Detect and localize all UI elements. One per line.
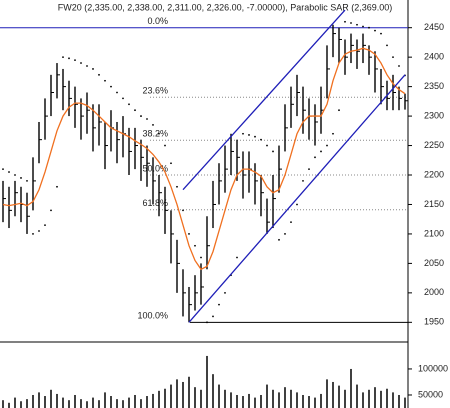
sar-dot — [218, 303, 220, 306]
sar-dot — [356, 23, 358, 26]
sar-dot — [152, 124, 154, 126]
sar-dot — [362, 25, 364, 28]
fib-label: 23.6% — [142, 86, 168, 96]
sar-dot — [134, 109, 136, 112]
sar-dot — [266, 144, 268, 147]
sar-dot — [302, 180, 304, 182]
sar-dot — [80, 62, 82, 64]
sar-dot — [398, 65, 400, 67]
sar-dot — [290, 221, 292, 224]
sar-dot — [368, 26, 370, 29]
y-tick-label: 2300 — [424, 110, 444, 120]
sar-dot — [74, 59, 76, 62]
y-tick-label: 2400 — [424, 52, 444, 62]
sar-dot — [164, 144, 166, 147]
sar-dot — [374, 29, 376, 32]
sar-dot — [350, 22, 352, 24]
sar-dot — [212, 315, 214, 318]
sar-dot — [176, 185, 178, 188]
sar-dot — [278, 238, 280, 241]
sar-dot — [194, 244, 196, 247]
sar-dot — [338, 109, 340, 112]
sar-dot — [2, 168, 4, 171]
sar-dot — [308, 168, 310, 171]
sar-dot — [314, 156, 316, 159]
sar-dot — [296, 203, 298, 206]
sar-dot — [236, 256, 238, 259]
sar-dot — [14, 174, 16, 176]
sar-dot — [392, 56, 394, 59]
sar-dot — [86, 65, 88, 67]
sar-dot — [38, 230, 40, 232]
sar-dot — [44, 224, 46, 226]
y-tick-label: 2450 — [424, 22, 444, 32]
chart-title: FW20 (2,335.00, 2,338.00, 2,311.00, 2,32… — [58, 2, 393, 12]
sar-dot — [110, 85, 112, 88]
sar-dot — [344, 20, 346, 23]
sar-dot — [98, 73, 100, 76]
sar-dot — [128, 103, 130, 106]
sar-dot — [62, 56, 64, 59]
sar-dot — [188, 233, 190, 235]
y-tick-label: 1950 — [424, 317, 444, 327]
sar-dot — [326, 144, 328, 147]
y-tick-label: 2150 — [424, 199, 444, 209]
volume-tick-label: 100000 — [418, 363, 448, 373]
sar-dot — [122, 97, 124, 100]
sar-dot — [50, 209, 52, 212]
sar-dot — [146, 118, 148, 120]
sar-dot — [32, 233, 34, 235]
sar-dot — [68, 57, 70, 60]
sar-dot — [158, 132, 160, 135]
fib-label: 100.0% — [137, 311, 168, 321]
sar-dot — [56, 185, 58, 188]
sar-dot — [140, 115, 142, 117]
sar-dot — [104, 79, 106, 82]
fib-label: 0.0% — [147, 16, 168, 26]
sar-dot — [242, 132, 244, 135]
y-tick-label: 2000 — [424, 287, 444, 297]
sar-dot — [200, 256, 202, 259]
sar-dot — [8, 171, 10, 173]
sar-dot — [386, 44, 388, 47]
volume-tick-label: 50000 — [418, 389, 443, 399]
sar-dot — [20, 177, 22, 179]
y-tick-label: 2350 — [424, 81, 444, 91]
y-tick-label: 2250 — [424, 140, 444, 150]
sar-dot — [206, 321, 208, 324]
y-tick-label: 2100 — [424, 228, 444, 238]
sar-dot — [92, 68, 94, 70]
y-tick-label: 2050 — [424, 258, 444, 268]
moving-average — [2, 47, 406, 271]
sar-dot — [260, 138, 262, 141]
trend-line — [182, 9, 346, 191]
fib-label: 50.0% — [142, 163, 168, 173]
sar-dot — [320, 150, 322, 153]
sar-dot — [170, 162, 172, 165]
sar-dot — [248, 134, 250, 136]
sar-dot — [254, 135, 256, 138]
sar-dot — [272, 150, 274, 153]
sar-dot — [380, 32, 382, 35]
sar-dot — [224, 291, 226, 294]
sar-dot — [182, 209, 184, 212]
sar-dot — [116, 91, 118, 94]
y-tick-label: 2200 — [424, 169, 444, 179]
sar-dot — [332, 132, 334, 135]
fib-label: 38.2% — [142, 129, 168, 139]
trend-line — [188, 74, 406, 323]
sar-dot — [284, 233, 286, 235]
fib-label: 61.8% — [142, 198, 168, 208]
sar-dot — [26, 180, 28, 182]
